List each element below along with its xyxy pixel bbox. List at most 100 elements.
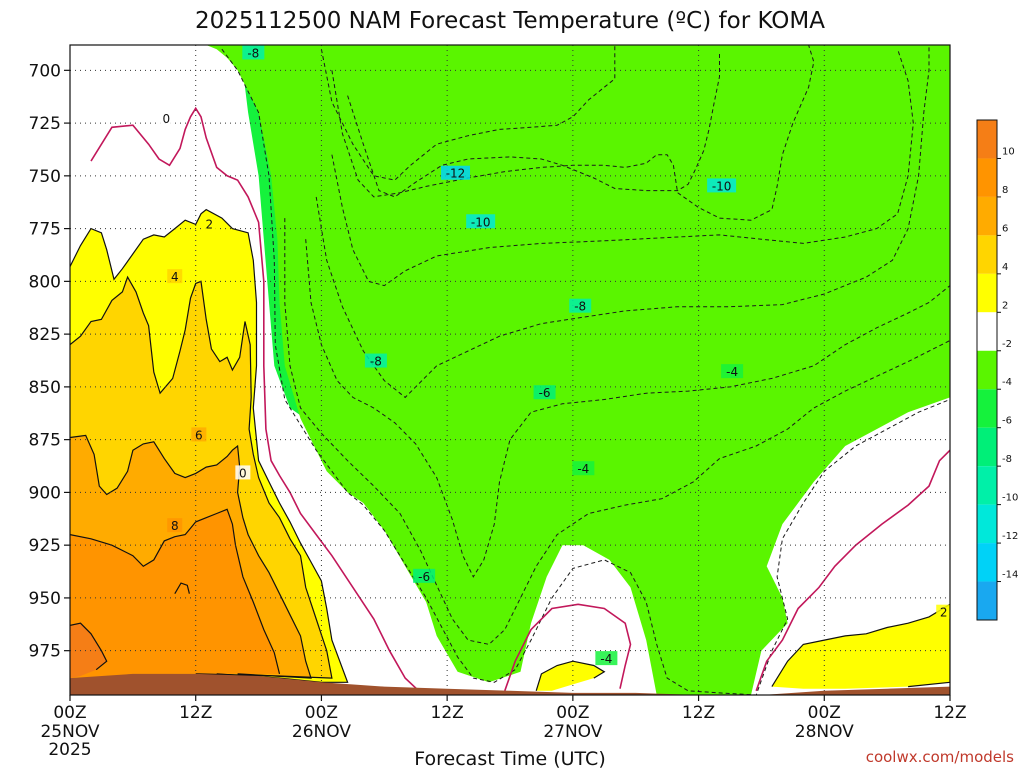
x-tick-label-48: 00Z (556, 703, 589, 723)
contour-label-bg (242, 45, 265, 60)
y-tick-label-975: 975 (29, 642, 61, 662)
colorbar-label--6: -6 (1002, 416, 1012, 427)
contour-label-bg (201, 216, 217, 231)
y-tick-label-750: 750 (29, 167, 61, 187)
colorbar: 10 8 6 4 2 -2 -4 -6 -8 -10 -12 -14 (976, 119, 1018, 621)
y-axis-ticks: 700 725 750 775 800 825 850 875 900 925 950 975 (29, 61, 70, 662)
x-tick-date-24: 26NOV (292, 722, 351, 742)
colorbar-label--4: -4 (1002, 377, 1012, 388)
contour-label-13: 0 (239, 466, 247, 480)
x-tick-date-48: 27NOV (543, 722, 602, 742)
x-axis-label: Forecast Time (UTC) (414, 748, 605, 768)
x-tick-label-84: 12Z (933, 703, 966, 723)
contour-label-bg (167, 269, 183, 284)
contour-label-7: -8 (574, 300, 586, 314)
contour-label-bg (167, 518, 183, 533)
x-tick-date-72: 28NOV (795, 722, 854, 742)
contour-label-1: 0 (163, 112, 171, 126)
y-tick-label-875: 875 (29, 431, 61, 451)
colorbar-bin-2-to-4 (977, 273, 997, 313)
filled-region-warm-blob-mid (536, 661, 605, 691)
contour-isotherm-minus10-upper (331, 45, 815, 221)
contour-label-10: -4 (726, 365, 738, 379)
filled-region-warm-blob-east (771, 604, 950, 689)
contour-freezing-line-0-mid (504, 603, 632, 692)
colorbar-label-8: 8 (1002, 185, 1008, 196)
colorbar-label-2: 2 (1002, 300, 1008, 311)
terrain-ground (70, 673, 950, 695)
colorbar-bin--2-to-2 (977, 312, 997, 351)
contour-label-bg (235, 465, 251, 480)
contour-label-5: -10 (712, 179, 732, 193)
y-tick-label-775: 775 (29, 220, 61, 240)
contour-label-2: 2 (206, 217, 214, 231)
contour-label-0: -8 (247, 46, 259, 60)
plot-frame (69, 44, 951, 696)
x-tick-label-0: 00Z (53, 703, 86, 723)
contour-label-bg (466, 214, 496, 229)
contour-label-bg (191, 427, 207, 442)
y-tick-label-925: 925 (29, 536, 61, 556)
filled-region-cold-cell-minus2 (206, 45, 950, 695)
gridlines (70, 45, 950, 695)
contour-label-bg (441, 165, 471, 180)
x-tick-year-0: 2025 (48, 740, 91, 760)
colorbar-bin--8-to--6 (977, 427, 997, 467)
colorbar-label-4: 4 (1002, 262, 1008, 273)
y-tick-label-700: 700 (29, 61, 61, 81)
credit-text: coolwx.com/models (866, 748, 1014, 766)
y-tick-label-825: 825 (29, 325, 61, 345)
colorbar-label--14: -14 (1002, 570, 1018, 581)
contour-isotherm-minus10-mid (331, 49, 914, 287)
colorbar-frame (976, 119, 998, 621)
contour-isotherm-minus8-mid (315, 45, 930, 399)
contour-labels: -8 0 2 -12 -10 -10 4 -8 -8 -6 -4 6 -4 0 8 -6 2 -4 (158, 45, 950, 666)
contour-label-bg (936, 604, 950, 619)
colorbar-bin--6-to--4 (977, 389, 997, 428)
colorbar-label-10: 10 (1002, 146, 1015, 157)
colorbar-bin--16-to--14 (977, 581, 997, 620)
colorbar-label--8: -8 (1002, 454, 1012, 465)
y-tick-label-725: 725 (29, 114, 61, 134)
colorbar-label--2: -2 (1002, 339, 1012, 350)
colorbar-bin-8-to-10 (977, 158, 997, 197)
isotherm-outline-warm-region-plus8 (70, 508, 281, 675)
filled-region-warm-blob-dot (174, 583, 190, 600)
contour-label-bg (364, 353, 387, 368)
x-tick-label-72: 00Z (808, 703, 841, 723)
isotherm-outline-warm-region-plus6 (70, 434, 312, 679)
chart-title: 2025112500 NAM Forecast Temperature (ºC)… (195, 8, 825, 34)
y-tick-label-850: 850 (29, 378, 61, 398)
x-tick-date-0: 25NOV (40, 722, 99, 742)
contour-label-15: -6 (418, 570, 430, 584)
contour-freezing-line-0-east (755, 449, 950, 692)
colorbar-bin-4-to-6 (977, 235, 997, 274)
colorbar-label--10: -10 (1002, 493, 1018, 504)
filled-region-warm-region-plus8 (70, 509, 280, 679)
isotherm-outline-warm-region-plus4 (70, 275, 333, 679)
colorbar-bin--14-to--12 (977, 543, 997, 582)
contour-label-3: -12 (446, 167, 466, 181)
y-tick-label-900: 900 (29, 483, 61, 503)
x-tick-label-24: 00Z (305, 703, 338, 723)
contour-isotherm-minus2 (221, 48, 950, 695)
colorbar-bin--12-to--10 (977, 504, 997, 544)
contour-label-16: 2 (940, 606, 948, 620)
contour-label-8: -8 (370, 355, 382, 369)
contour-label-bg (707, 178, 737, 193)
x-tick-label-36: 12Z (431, 703, 464, 723)
colorbar-bin--4-to--2 (977, 350, 997, 390)
filled-region-warm-region-plus10 (70, 623, 107, 679)
contour-label-bg (595, 651, 618, 666)
contour-label-11: 6 (195, 428, 203, 442)
contour-label-bg (158, 110, 174, 125)
contour-label-bg (413, 568, 436, 583)
terrain-fill (70, 673, 950, 695)
contour-label-9: -6 (539, 386, 551, 400)
contour-label-bg (721, 364, 744, 379)
contour-isotherm-minus12 (347, 53, 720, 198)
x-tick-label-12: 12Z (179, 703, 212, 723)
x-tick-label-60: 12Z (682, 703, 715, 723)
colorbar-label-6: 6 (1002, 223, 1008, 234)
